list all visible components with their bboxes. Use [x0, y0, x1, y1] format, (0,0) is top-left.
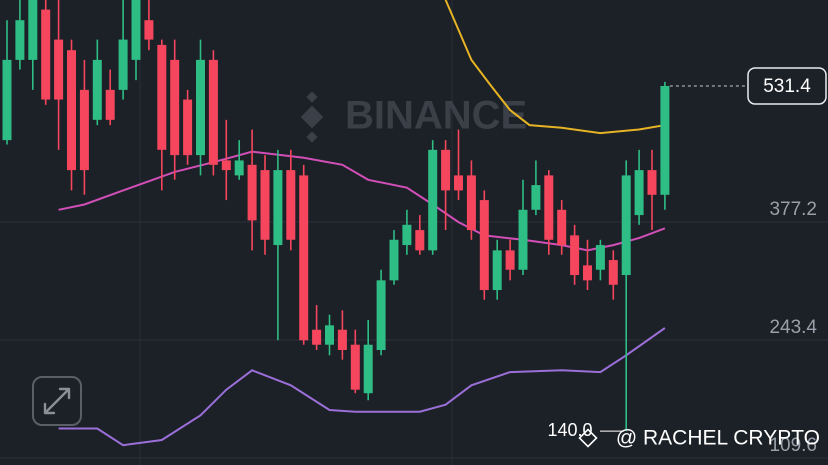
low-label: 140.0 [547, 420, 592, 440]
expand-button[interactable] [32, 376, 82, 426]
candle-body [621, 175, 631, 276]
watermark: BINANCE [345, 94, 527, 138]
candle-body [595, 245, 605, 270]
candle-body [273, 170, 283, 246]
candle-body [325, 325, 334, 345]
candle-body [454, 175, 463, 191]
candle-body [92, 59, 102, 120]
expand-icon[interactable] [43, 387, 71, 415]
candle-body [570, 235, 580, 276]
y-tick-label: 243.4 [769, 317, 817, 338]
candle-body [544, 175, 554, 240]
candle-body [428, 149, 438, 251]
candle-body [28, 0, 38, 60]
y-tick-label: 377.2 [769, 199, 817, 220]
candle-body [402, 224, 412, 246]
candle-body [170, 59, 180, 156]
candle-body [389, 239, 399, 281]
candle-body [337, 329, 347, 351]
candle-body [234, 160, 244, 176]
candle-body [79, 89, 89, 171]
candle-body [363, 344, 373, 394]
candle-body [41, 9, 51, 100]
candle-body [157, 44, 167, 150]
moving-average-line [58, 327, 666, 447]
candle-body [660, 85, 670, 195]
candle-body [286, 170, 296, 240]
candle-body [312, 329, 322, 345]
candle-body [247, 164, 257, 221]
candle-body [583, 265, 592, 281]
candle-body [466, 175, 476, 231]
candle-body [221, 160, 231, 171]
candle-body [196, 59, 205, 156]
candle-body [479, 200, 489, 291]
candle-body [441, 149, 451, 191]
last-price-label: 531.4 [763, 76, 811, 97]
moving-average-line [444, 0, 666, 135]
candle-body [118, 39, 128, 90]
candle-body [647, 170, 657, 195]
credit-logo [578, 428, 598, 448]
candle-body [105, 89, 115, 120]
candle-body [183, 99, 193, 156]
candle-body [144, 20, 154, 40]
y-tick-label: 109.6 [769, 435, 817, 456]
candle-body [131, 0, 141, 60]
candle-body [376, 280, 386, 351]
candle-body [2, 59, 12, 141]
candle-body [634, 170, 644, 216]
candle-body [260, 170, 270, 240]
candle-body [557, 209, 567, 246]
candle-body [54, 39, 64, 100]
candle-body [518, 209, 528, 270]
candle-body [15, 20, 25, 60]
candle-body [299, 175, 309, 341]
last-price-box [747, 67, 827, 105]
candle-body [505, 250, 515, 270]
candle-body [208, 59, 218, 165]
candle-body [608, 260, 618, 285]
expand-button-frame[interactable] [32, 376, 82, 426]
candle-body [492, 250, 502, 291]
candle-body [67, 50, 76, 171]
credit: @ RACHEL CRYPTO [616, 427, 820, 450]
candle-body [531, 185, 541, 210]
candle-body [350, 344, 360, 390]
candle-body [415, 230, 425, 251]
